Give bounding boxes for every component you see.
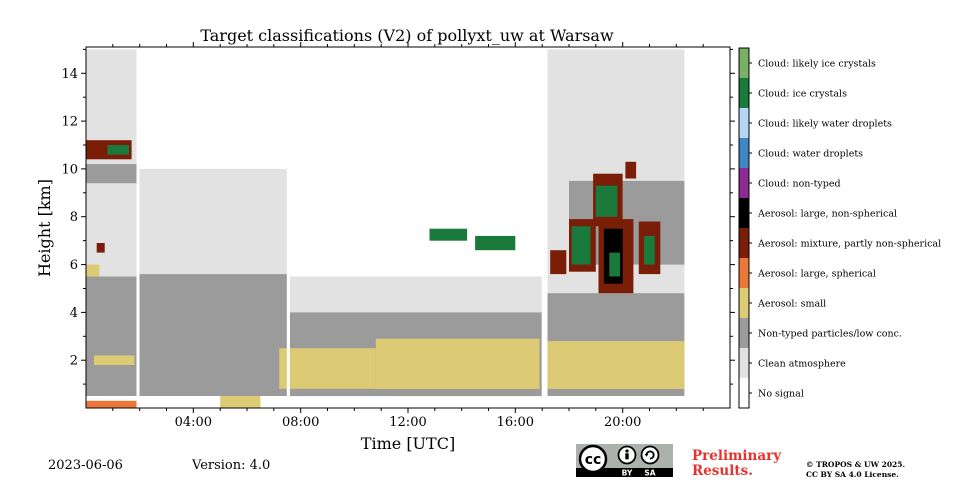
class-region: [625, 161, 637, 179]
colorbar-label: Non-typed particles/low conc.: [758, 329, 902, 340]
x-tick-label: 20:00: [604, 415, 641, 430]
colorbar-swatch: [739, 228, 749, 258]
colorbar-swatch: [739, 378, 749, 408]
no-signal-gap: [136, 49, 140, 409]
cc-by-label: BY: [622, 469, 633, 478]
date-label: 2023-06-06: [48, 458, 123, 473]
class-region: [86, 49, 137, 277]
colorbar-label: Aerosol: large, non-spherical: [757, 209, 897, 220]
colorbar-label: Cloud: likely water droplets: [758, 119, 892, 130]
colorbar-label: Aerosol: small: [757, 299, 826, 310]
class-region: [94, 355, 135, 365]
y-tick-label: 2: [70, 354, 78, 369]
x-tick-label: 16:00: [497, 415, 534, 430]
cc-by-sa-badge: cc BY SA: [576, 444, 673, 477]
x-axis: 04:00 08:00 12:00 16:00 20:00: [112, 42, 704, 430]
colorbar-swatch: [739, 168, 749, 198]
colorbar-swatch: [739, 258, 749, 288]
colorbar-swatch: [739, 198, 749, 228]
class-region: [595, 185, 618, 217]
class-region: [550, 250, 567, 275]
class-region: [220, 396, 261, 408]
colorbar-swatch: [739, 318, 749, 348]
class-region: [86, 164, 137, 184]
class-region: [475, 235, 516, 251]
class-region: [279, 348, 376, 389]
class-region: [86, 400, 137, 408]
class-region: [107, 145, 129, 155]
copyright-line-2: CC BY SA 4.0 License.: [806, 470, 899, 479]
colorbar-swatch: [739, 48, 749, 78]
class-region: [609, 252, 620, 277]
class-region: [86, 264, 100, 277]
class-region: [429, 228, 468, 241]
class-region: [375, 338, 540, 389]
colorbar-label: No signal: [758, 389, 804, 400]
cc-icon: cc: [585, 452, 602, 468]
colorbar-label: Cloud: ice crystals: [758, 89, 847, 100]
y-tick-label: 12: [61, 115, 78, 130]
cc-sa-label: SA: [644, 469, 655, 478]
y-tick-label: 14: [61, 67, 78, 82]
class-region: [86, 276, 137, 396]
no-signal-gap: [286, 49, 290, 409]
colorbar-label: Aerosol: large, spherical: [757, 269, 876, 280]
chart-title: Target classifications (V2) of pollyxt_u…: [200, 26, 614, 45]
y-axis-label: Height [km]: [35, 179, 54, 277]
colorbar-swatch: [739, 288, 749, 318]
preliminary-line-2: Results.: [692, 463, 753, 479]
colorbar-swatch: [739, 78, 749, 108]
y-axis: 2 4 6 8 10 12 14: [61, 48, 735, 385]
y-tick-label: 10: [61, 162, 78, 177]
x-axis-label: Time [UTC]: [361, 434, 455, 453]
share-alike-icon: [640, 445, 660, 465]
colorbar-swatch: [739, 108, 749, 138]
colorbar-frame: [738, 47, 750, 409]
colorbar-swatch: [739, 138, 749, 168]
colorbar-label: Cloud: non-typed: [758, 179, 841, 190]
class-region: [644, 235, 655, 265]
no-signal-gap: [541, 49, 545, 409]
y-tick-label: 8: [70, 210, 78, 225]
x-tick-label: 12:00: [389, 415, 426, 430]
version-label: Version: 4.0: [192, 458, 271, 473]
plot-area: [86, 49, 685, 409]
copyright-line-1: © TROPOS & UW 2025.: [806, 460, 906, 469]
preliminary-line-1: Preliminary: [692, 448, 782, 464]
y-tick-label: 6: [70, 258, 78, 273]
class-region: [96, 243, 105, 253]
colorbar-label: Aerosol: mixture, partly non-spherical: [757, 239, 941, 250]
colorbar-label: Clean atmosphere: [758, 359, 846, 370]
class-region: [547, 341, 685, 389]
y-tick-label: 4: [70, 306, 78, 321]
preliminary-results-note: Preliminary Results.: [692, 449, 781, 479]
colorbar-label: Cloud: water droplets: [758, 149, 863, 160]
class-region: [138, 274, 288, 396]
colorbar-swatch: [739, 348, 749, 378]
copyright-note: © TROPOS & UW 2025. CC BY SA 4.0 License…: [806, 460, 905, 480]
colorbar-label: Cloud: likely ice crystals: [758, 59, 876, 70]
x-tick-label: 08:00: [282, 415, 319, 430]
colorbar: Cloud: likely ice crystals Cloud: ice cry…: [738, 47, 941, 409]
class-region: [571, 226, 591, 265]
x-tick-label: 04:00: [175, 415, 212, 430]
